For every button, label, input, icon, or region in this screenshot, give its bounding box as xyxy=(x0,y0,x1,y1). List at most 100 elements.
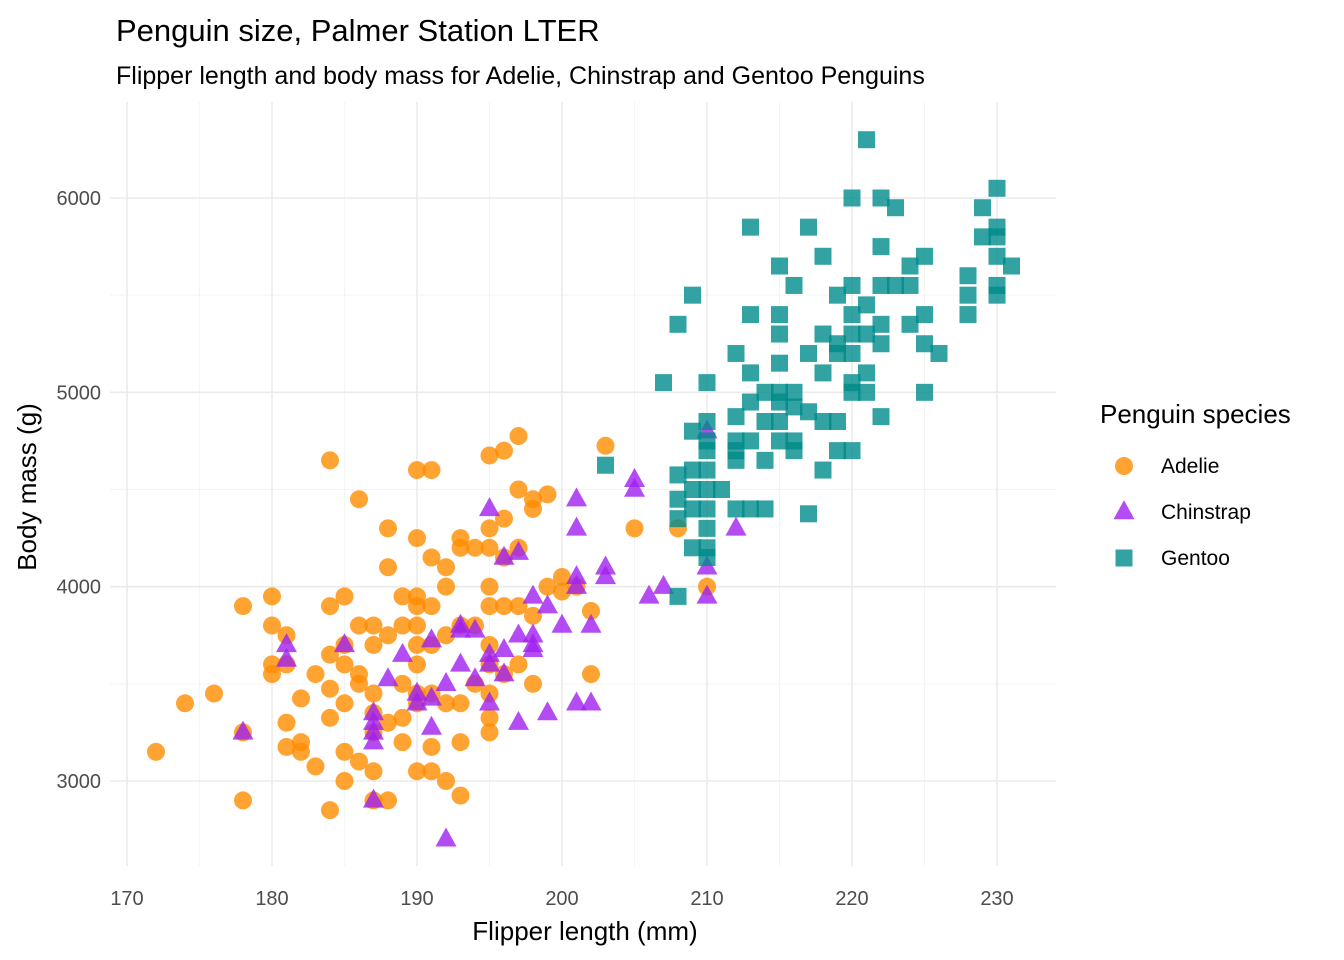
point-gentoo xyxy=(742,218,759,236)
point-adelie xyxy=(596,436,615,455)
point-adelie xyxy=(480,538,499,557)
point-chinstrap xyxy=(363,788,384,808)
point-chinstrap xyxy=(493,662,515,682)
point-adelie xyxy=(509,480,528,499)
point-adelie xyxy=(451,694,470,713)
point-gentoo xyxy=(858,325,875,343)
point-gentoo xyxy=(901,257,919,275)
point-chinstrap xyxy=(479,652,500,672)
legend: Penguin species Adelie Chinstrap Gentoo xyxy=(1100,399,1291,570)
point-gentoo xyxy=(698,412,716,430)
point-adelie xyxy=(422,737,441,756)
point-adelie xyxy=(379,791,397,810)
point-adelie xyxy=(335,655,354,674)
point-adelie xyxy=(466,538,484,557)
point-chinstrap xyxy=(508,623,529,643)
point-gentoo xyxy=(684,422,701,440)
point-chinstrap xyxy=(653,574,674,594)
grid-lines xyxy=(110,102,1056,866)
point-chinstrap xyxy=(566,691,587,711)
point-chinstrap xyxy=(435,672,457,692)
point-gentoo xyxy=(756,412,774,430)
point-gentoo xyxy=(742,306,759,324)
point-chinstrap xyxy=(421,715,442,735)
point-gentoo xyxy=(814,247,832,265)
point-gentoo xyxy=(785,442,803,460)
point-adelie xyxy=(321,801,339,820)
point-chinstrap xyxy=(464,618,486,638)
point-chinstrap xyxy=(232,720,254,740)
point-gentoo xyxy=(843,306,861,324)
point-adelie xyxy=(553,582,571,601)
point-chinstrap xyxy=(522,638,544,658)
point-gentoo xyxy=(771,306,788,324)
point-adelie xyxy=(509,597,528,616)
x-tick-label: 180 xyxy=(255,888,288,910)
point-adelie xyxy=(553,567,571,586)
point-adelie xyxy=(451,733,470,752)
point-gentoo xyxy=(727,408,745,426)
point-adelie xyxy=(321,679,339,698)
point-chinstrap xyxy=(363,710,384,730)
point-gentoo xyxy=(785,276,803,294)
point-adelie xyxy=(480,723,499,742)
point-gentoo xyxy=(901,276,919,294)
point-adelie xyxy=(205,684,223,703)
point-adelie xyxy=(176,694,194,713)
x-axis-title: Flipper length (mm) xyxy=(472,916,697,946)
point-adelie xyxy=(437,772,455,790)
point-chinstrap xyxy=(479,497,500,517)
point-chinstrap xyxy=(421,686,442,706)
point-gentoo xyxy=(959,286,977,304)
point-adelie xyxy=(350,752,368,771)
point-gentoo xyxy=(858,383,875,401)
point-adelie xyxy=(480,577,499,596)
point-adelie xyxy=(379,519,397,538)
point-gentoo xyxy=(669,490,687,508)
point-gentoo xyxy=(771,412,788,430)
point-gentoo xyxy=(843,276,861,294)
point-gentoo xyxy=(887,276,904,294)
point-gentoo xyxy=(771,393,788,411)
point-gentoo xyxy=(684,500,701,518)
legend-label: Gentoo xyxy=(1161,547,1230,570)
point-gentoo xyxy=(698,481,716,498)
point-adelie xyxy=(364,635,383,654)
point-gentoo xyxy=(988,286,1006,304)
point-adelie xyxy=(321,645,339,664)
point-chinstrap xyxy=(725,516,747,536)
point-adelie xyxy=(509,427,528,446)
point-adelie xyxy=(495,597,513,616)
point-chinstrap xyxy=(566,565,587,585)
point-chinstrap xyxy=(580,691,602,711)
point-chinstrap xyxy=(566,516,587,536)
point-adelie xyxy=(480,446,499,465)
point-gentoo xyxy=(843,189,861,207)
series-chinstrap xyxy=(232,419,747,847)
point-adelie xyxy=(509,655,528,674)
point-chinstrap xyxy=(493,545,515,565)
y-tick-label: 5000 xyxy=(57,382,102,404)
point-chinstrap xyxy=(377,667,399,687)
point-chinstrap xyxy=(479,691,500,711)
point-adelie xyxy=(437,626,455,645)
point-adelie xyxy=(263,665,281,684)
y-tick-label: 3000 xyxy=(57,771,102,793)
point-adelie xyxy=(234,597,252,616)
point-chinstrap xyxy=(435,827,457,847)
point-chinstrap xyxy=(522,584,544,604)
point-adelie xyxy=(234,791,252,810)
series-gentoo xyxy=(597,131,1020,605)
point-adelie xyxy=(364,616,383,635)
x-tick-label: 230 xyxy=(980,888,1013,910)
y-axis-title: Body mass (g) xyxy=(12,403,42,571)
point-adelie xyxy=(524,490,542,509)
point-adelie xyxy=(263,616,281,635)
data-points xyxy=(147,131,1020,847)
point-gentoo xyxy=(916,247,933,265)
point-adelie xyxy=(393,674,412,693)
point-gentoo xyxy=(887,199,904,217)
point-chinstrap xyxy=(580,613,602,633)
point-chinstrap xyxy=(464,667,486,687)
point-gentoo xyxy=(916,306,933,324)
